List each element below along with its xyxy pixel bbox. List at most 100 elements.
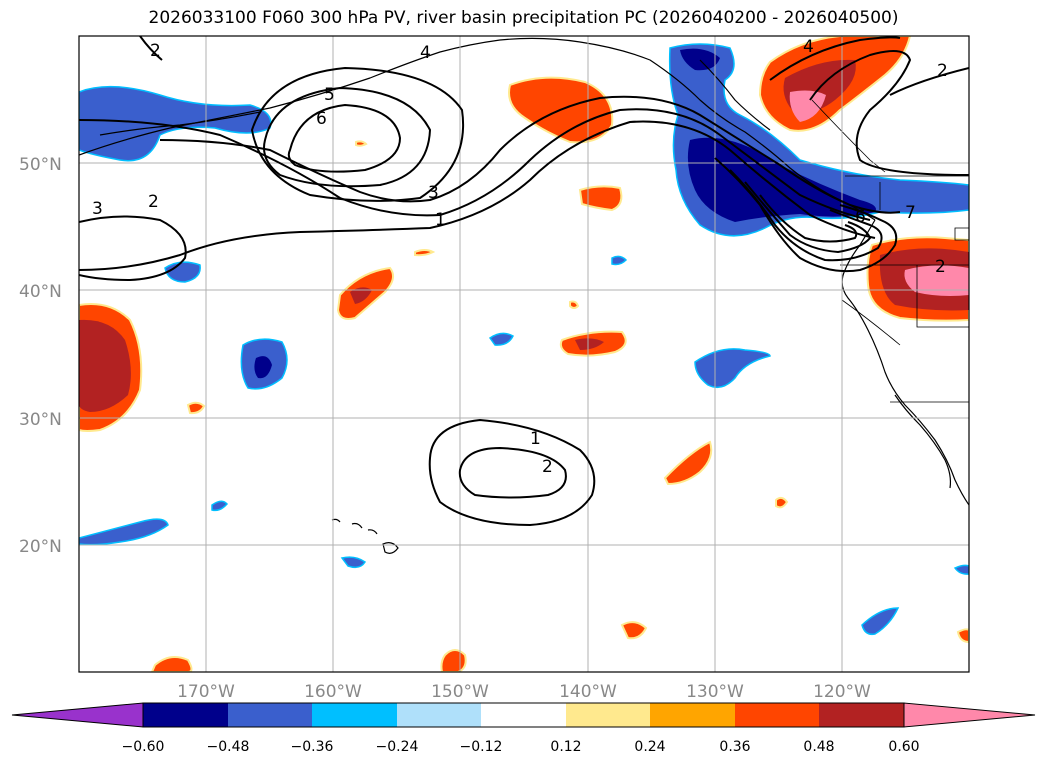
colorbar-extend-high	[903, 702, 1036, 728]
canada-coast	[699, 59, 771, 131]
state-border-3	[841, 299, 901, 346]
lat-label-30n: 30°N	[19, 410, 62, 430]
neg-blob-small-sw	[211, 500, 228, 512]
pv-contour-trough-b	[729, 169, 883, 262]
colorbar-tick-neg-048: −0.48	[207, 739, 250, 755]
hawaii-3	[367, 529, 378, 535]
contour-label-ne-4: 4	[803, 37, 814, 57]
pos-blob-south-1	[620, 621, 648, 640]
pos-core-158w	[350, 287, 372, 304]
pos-blob-small-2	[355, 140, 368, 147]
colorbar-bin-4	[397, 703, 481, 727]
colorbar-tick-060: 0.60	[888, 739, 919, 755]
contour-label-trough-7: 7	[905, 203, 916, 223]
contour-label-trough-6: 6	[855, 207, 866, 227]
colorbar-tick-neg-024: −0.24	[376, 739, 419, 755]
pos-blob-small-3	[569, 300, 580, 309]
colorbar-tick-neg-036: −0.36	[291, 739, 334, 755]
contour-label-low-6: 6	[316, 109, 327, 129]
pos-blob-132w	[663, 440, 713, 486]
positive-shading	[79, 36, 969, 672]
colorbar-bin-5	[481, 703, 566, 727]
contour-label-ridge-1: 1	[435, 210, 446, 230]
neg-blob-20n	[79, 518, 169, 546]
latitude-labels: 50°N 40°N 30°N 20°N	[19, 155, 62, 557]
aleutians	[99, 111, 261, 136]
contour-label-se-2: 2	[935, 257, 946, 277]
colorbar-bin-7	[650, 703, 735, 727]
colorbar-extend-low	[11, 702, 144, 728]
colorbar-bin-1	[143, 703, 228, 727]
lat-label-40n: 40°N	[19, 282, 62, 302]
pos-blob-small-1	[414, 249, 436, 257]
pv-contour-low-north-6	[287, 103, 402, 173]
hawaii-2	[351, 522, 363, 529]
neg-blob-138w	[611, 255, 628, 266]
pv-contour-northwest-2	[139, 36, 163, 61]
colorbar-tick-012: 0.12	[550, 739, 581, 755]
colorbar-outline	[142, 702, 905, 728]
pos-blob-138w	[578, 185, 623, 212]
contour-labels: 2 4 6 3 2 3 1 5 4 2 6 7 2 1 2	[92, 37, 948, 477]
colorbar-bin-8	[735, 703, 819, 727]
neg-blob-edge	[953, 564, 969, 575]
map-frame	[78, 35, 970, 673]
pv-contour-northeast-2	[809, 50, 969, 176]
pos-blob-south-4	[775, 496, 789, 509]
gridlines	[79, 36, 969, 672]
colorbar-tick-048: 0.48	[803, 739, 834, 755]
lon-label-150w: 150°W	[431, 682, 489, 702]
lon-label-170w: 170°W	[177, 682, 235, 702]
colorbar-bin-9	[819, 703, 904, 727]
lat-label-50n: 50°N	[19, 155, 62, 175]
colorbar: −0.60 −0.48 −0.36 −0.24 −0.12 0.12 0.24 …	[11, 702, 1036, 755]
pv-contour-south-2	[458, 446, 567, 499]
lat-label-20n: 20°N	[19, 537, 62, 557]
pv-contour-trough-d	[759, 194, 858, 243]
hawaii-big	[382, 542, 399, 554]
colorbar-bin-3	[312, 703, 397, 727]
contour-label-nw-2: 2	[150, 41, 161, 61]
longitude-labels: 170°W 160°W 150°W 140°W 130°W 120°W	[177, 682, 871, 702]
contour-label-ridge-3: 3	[428, 183, 439, 203]
pv-contour-south-1	[428, 418, 596, 527]
pv-contour-west-3	[79, 215, 187, 282]
colorbar-bin-2	[228, 703, 312, 727]
colorbar-tick-neg-012: −0.12	[460, 739, 503, 755]
contour-label-south-2: 2	[542, 457, 553, 477]
neg-blob-130w	[694, 348, 771, 389]
neg-core-164w	[254, 356, 272, 379]
pos-pink-northeast	[789, 90, 826, 122]
neg-core-north	[680, 48, 720, 71]
map-area: 2 4 6 3 2 3 1 5 4 2 6 7 2 1 2	[79, 36, 969, 672]
contour-label-west-2: 2	[148, 192, 159, 212]
chart-title: 2026033100 F060 300 hPa PV, river basin …	[148, 8, 899, 28]
pv-contour-trough-c	[744, 181, 872, 254]
baja-peninsula	[894, 394, 952, 489]
pv-contour-ridge-1	[79, 120, 876, 271]
contour-label-ne-2: 2	[937, 61, 948, 81]
pv-contours	[79, 36, 969, 527]
neg-blob-hawaii	[340, 556, 367, 569]
contour-label-alaska-4: 4	[420, 43, 431, 63]
pv-contour-ridge-2	[79, 108, 871, 221]
colorbar-tick-024: 0.24	[634, 739, 665, 755]
pv-contour-northeast-4	[769, 36, 901, 81]
ocean-background	[79, 36, 969, 672]
pv-contour-northeast-2b	[889, 67, 969, 96]
lon-label-160w: 160°W	[304, 682, 362, 702]
contour-label-south-1: 1	[530, 429, 541, 449]
lon-label-130w: 130°W	[686, 682, 744, 702]
state-border-2	[916, 265, 969, 328]
pos-blob-edge-2	[956, 628, 969, 644]
pos-core-140w	[575, 338, 604, 350]
pv-contour-low-north-4	[250, 66, 464, 202]
neg-blob-northwest	[79, 85, 272, 162]
colorbar-tick-neg-060: −0.60	[122, 739, 165, 755]
pos-blob-170w	[186, 401, 206, 415]
lon-label-120w: 120°W	[813, 682, 871, 702]
colorbar-tick-036: 0.36	[719, 739, 750, 755]
contour-label-west-3: 3	[92, 199, 103, 219]
neg-blob-south	[861, 607, 900, 636]
